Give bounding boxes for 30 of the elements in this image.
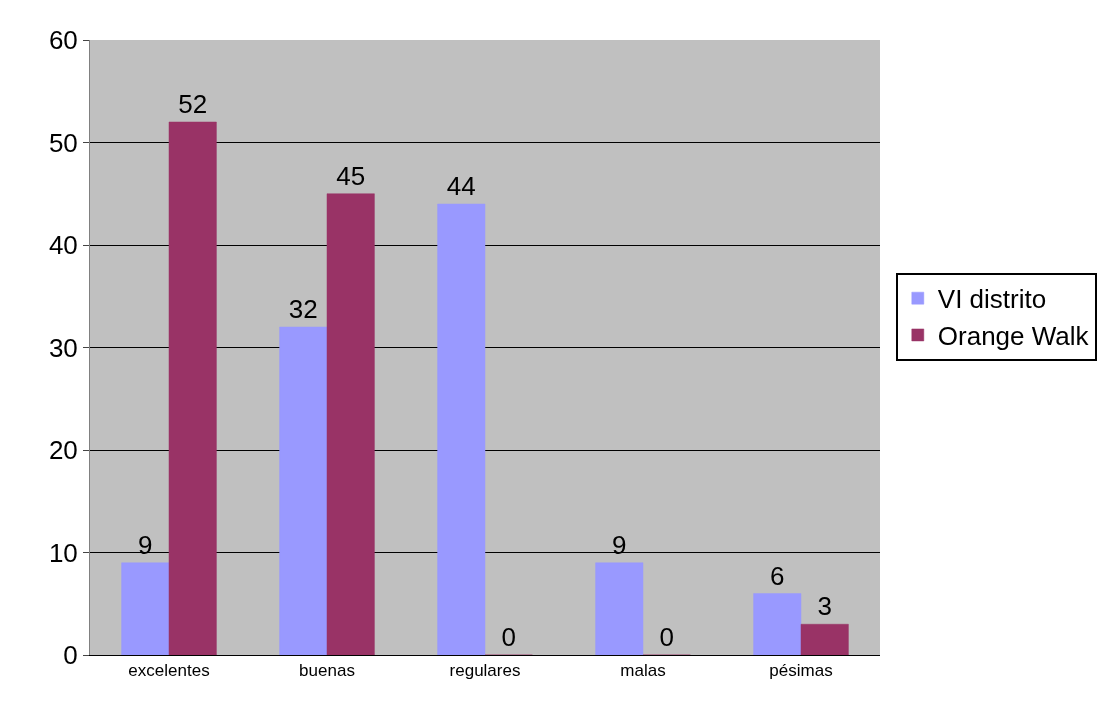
y-tick-label: 50	[48, 127, 78, 158]
x-tick-label: excelentes	[128, 661, 210, 681]
data-label: 0	[501, 622, 516, 652]
y-tick-label: 10	[48, 537, 78, 568]
y-tick-label: 0	[63, 640, 78, 671]
x-tick-label: malas	[620, 661, 666, 681]
y-tick-label: 30	[48, 332, 78, 363]
bar	[595, 562, 644, 655]
y-tick-label: 20	[48, 435, 78, 466]
data-label: 6	[770, 560, 785, 591]
bar	[326, 193, 375, 655]
bar	[753, 593, 802, 655]
data-label: 0	[659, 622, 674, 652]
data-label: 44	[446, 171, 476, 201]
bar	[279, 326, 328, 655]
data-label: 3	[817, 591, 832, 622]
x-tick-label: pésimas	[769, 661, 833, 681]
y-tick-label: 60	[48, 25, 78, 56]
legend-label: VI distrito	[937, 284, 1047, 315]
x-tick-label: regulares	[449, 661, 521, 681]
bar	[800, 624, 849, 655]
bar	[168, 121, 217, 655]
bar	[121, 562, 170, 655]
data-label: 45	[336, 160, 366, 191]
x-tick-label: buenas	[299, 661, 355, 681]
data-label: 52	[178, 89, 208, 119]
data-label: 32	[288, 294, 318, 324]
legend-label: Orange Walk	[937, 321, 1090, 352]
y-tick-label: 40	[48, 230, 78, 261]
bar	[437, 203, 486, 655]
